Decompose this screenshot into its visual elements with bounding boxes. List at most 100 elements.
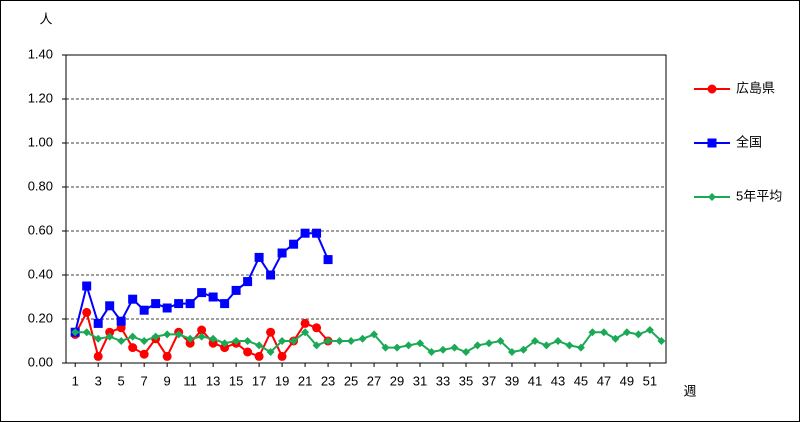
data-point	[553, 337, 562, 345]
data-point	[301, 328, 310, 337]
y-tick-label: 0.20	[28, 310, 53, 325]
data-point	[266, 348, 275, 356]
data-point	[300, 318, 310, 328]
data-point	[657, 337, 666, 345]
legend-label: 広島県	[736, 80, 775, 95]
data-point	[381, 343, 390, 352]
data-point	[243, 337, 252, 345]
data-point	[105, 301, 115, 311]
data-point	[231, 285, 241, 295]
legend-label: 全国	[736, 134, 762, 149]
data-point	[255, 341, 264, 350]
data-point	[197, 325, 207, 335]
data-point	[220, 343, 230, 353]
data-point	[116, 316, 126, 326]
data-point	[174, 330, 183, 339]
data-point	[277, 351, 287, 361]
data-point	[93, 318, 103, 328]
y-tick-label: 1.40	[28, 46, 53, 61]
data-point	[335, 337, 344, 345]
x-tick-label: 19	[275, 373, 289, 388]
legend-label: 5年平均	[736, 188, 782, 203]
legend-marker	[707, 138, 717, 148]
data-point	[289, 337, 298, 345]
data-point	[139, 349, 149, 359]
x-tick-label: 27	[367, 373, 381, 388]
data-point	[530, 337, 539, 345]
data-point	[93, 351, 103, 361]
x-tick-label: 33	[436, 373, 450, 388]
data-point	[416, 339, 425, 348]
data-point	[185, 338, 195, 348]
data-point	[140, 337, 149, 345]
x-tick-label: 15	[229, 373, 243, 388]
data-point	[162, 303, 172, 313]
x-tick-label: 25	[344, 373, 358, 388]
x-tick-label: 31	[413, 373, 427, 388]
data-point	[519, 345, 528, 354]
data-point	[484, 339, 493, 348]
legend-marker	[707, 84, 717, 94]
data-point	[300, 228, 310, 238]
y-tick-label: 0.80	[28, 178, 53, 193]
data-point	[94, 334, 103, 343]
data-point	[71, 328, 80, 337]
data-point	[220, 339, 229, 348]
data-point	[645, 326, 654, 334]
data-point	[266, 327, 276, 337]
data-point	[312, 228, 322, 238]
x-tick-label: 39	[505, 373, 519, 388]
x-tick-label: 45	[574, 373, 588, 388]
x-tick-label: 41	[528, 373, 542, 388]
data-point	[588, 328, 597, 337]
x-tick-label: 21	[298, 373, 312, 388]
data-point	[209, 334, 218, 343]
y-axis-label: 人	[39, 11, 52, 26]
data-point	[576, 343, 585, 352]
data-point	[393, 343, 402, 352]
data-point	[254, 252, 264, 262]
data-point	[507, 348, 516, 356]
data-point	[278, 337, 287, 345]
series-line	[75, 328, 663, 354]
data-point	[82, 328, 91, 337]
data-point	[324, 337, 333, 345]
x-tick-label: 29	[390, 373, 404, 388]
data-point	[82, 281, 92, 291]
data-point	[622, 328, 631, 337]
data-point	[462, 348, 470, 356]
data-point	[450, 343, 459, 352]
x-tick-label: 7	[141, 373, 148, 388]
data-point	[277, 248, 287, 258]
data-point	[186, 334, 195, 343]
data-point	[208, 292, 218, 302]
data-point	[254, 351, 264, 361]
data-point	[197, 288, 207, 298]
x-tick-label: 1	[72, 373, 79, 388]
data-point	[208, 338, 218, 348]
data-point	[162, 351, 172, 361]
data-point	[105, 327, 115, 337]
data-point	[370, 330, 379, 339]
data-point	[599, 328, 608, 337]
y-tick-label: 0.00	[28, 354, 53, 369]
x-tick-label: 47	[597, 373, 611, 388]
data-point	[312, 341, 321, 350]
data-point	[82, 307, 92, 317]
x-axis-label: 週	[683, 383, 696, 398]
x-tick-label: 35	[459, 373, 473, 388]
data-point	[358, 334, 367, 343]
data-point	[105, 332, 114, 341]
x-tick-label: 13	[206, 373, 220, 388]
x-tick-label: 51	[643, 373, 657, 388]
data-point	[542, 341, 551, 350]
x-tick-label: 3	[95, 373, 102, 388]
data-point	[139, 305, 149, 315]
data-point	[128, 343, 138, 353]
x-tick-label: 9	[164, 373, 171, 388]
data-point	[634, 330, 643, 339]
y-tick-label: 1.00	[28, 134, 53, 149]
x-tick-label: 23	[321, 373, 335, 388]
y-tick-label: 0.40	[28, 266, 53, 281]
